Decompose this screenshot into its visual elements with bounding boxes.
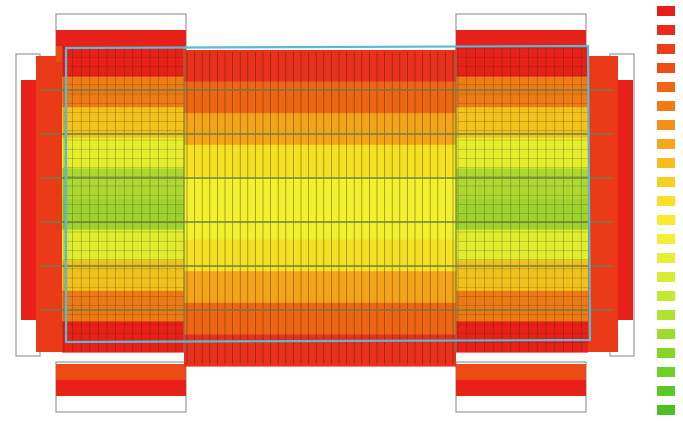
side-band	[456, 199, 588, 231]
legend-swatch	[657, 386, 675, 396]
legend-swatch	[657, 44, 675, 54]
legend-swatch	[657, 6, 675, 16]
side-band	[456, 46, 588, 78]
side-band	[62, 229, 184, 261]
center-band	[184, 113, 456, 146]
side-band	[456, 290, 588, 322]
side-band	[62, 46, 184, 78]
center-band	[184, 302, 456, 335]
legend-swatch	[657, 348, 675, 358]
side-band	[62, 290, 184, 322]
side-band	[62, 321, 184, 353]
flap-band	[456, 380, 586, 396]
flap	[56, 364, 186, 396]
legend-swatch	[657, 196, 675, 206]
side-band	[62, 168, 184, 200]
center-band	[184, 208, 456, 241]
side-band	[62, 76, 184, 108]
flap-band	[56, 30, 186, 46]
legend-swatch	[657, 329, 675, 339]
side-strip-left	[36, 56, 66, 352]
legend-swatch	[657, 253, 675, 263]
legend-swatch	[657, 177, 675, 187]
legend-swatch	[657, 63, 675, 73]
side-band	[456, 168, 588, 200]
side-edge-strips	[21, 56, 633, 352]
flap-band	[456, 30, 586, 46]
legend-swatch	[657, 82, 675, 92]
side-panels	[62, 46, 588, 353]
flap-band	[456, 364, 586, 380]
legend-swatch	[657, 310, 675, 320]
flap	[456, 364, 586, 396]
flap-band	[56, 364, 186, 380]
boundary-outline	[64, 44, 592, 344]
legend-swatch	[657, 405, 675, 415]
legend-swatch	[657, 120, 675, 130]
side-strip-left-outer	[21, 80, 37, 320]
center-panel	[184, 50, 456, 367]
side-panel	[62, 46, 184, 353]
legend-swatch	[657, 158, 675, 168]
side-strip-right	[588, 56, 618, 352]
side-band	[62, 199, 184, 231]
side-band	[456, 321, 588, 353]
center-band	[184, 144, 456, 177]
center-band	[184, 176, 456, 209]
side-band	[62, 137, 184, 169]
color-legend	[657, 6, 675, 415]
side-panel	[456, 46, 588, 353]
side-band	[456, 229, 588, 261]
side-band	[62, 260, 184, 292]
legend-swatch	[657, 139, 675, 149]
side-band	[456, 137, 588, 169]
side-band	[456, 76, 588, 108]
legend-swatch	[657, 272, 675, 282]
legend-swatch	[657, 25, 675, 35]
center-band	[184, 50, 456, 83]
center-band	[184, 81, 456, 114]
side-strip-right-outer	[617, 80, 633, 320]
legend-swatch	[657, 367, 675, 377]
element-mesh	[40, 46, 612, 364]
legend-swatch	[657, 215, 675, 225]
center-band	[184, 271, 456, 304]
legend-swatch	[657, 291, 675, 301]
boundary-rect	[64, 44, 592, 344]
legend-swatch	[657, 234, 675, 244]
legend-swatch	[657, 101, 675, 111]
flap-band	[56, 380, 186, 396]
